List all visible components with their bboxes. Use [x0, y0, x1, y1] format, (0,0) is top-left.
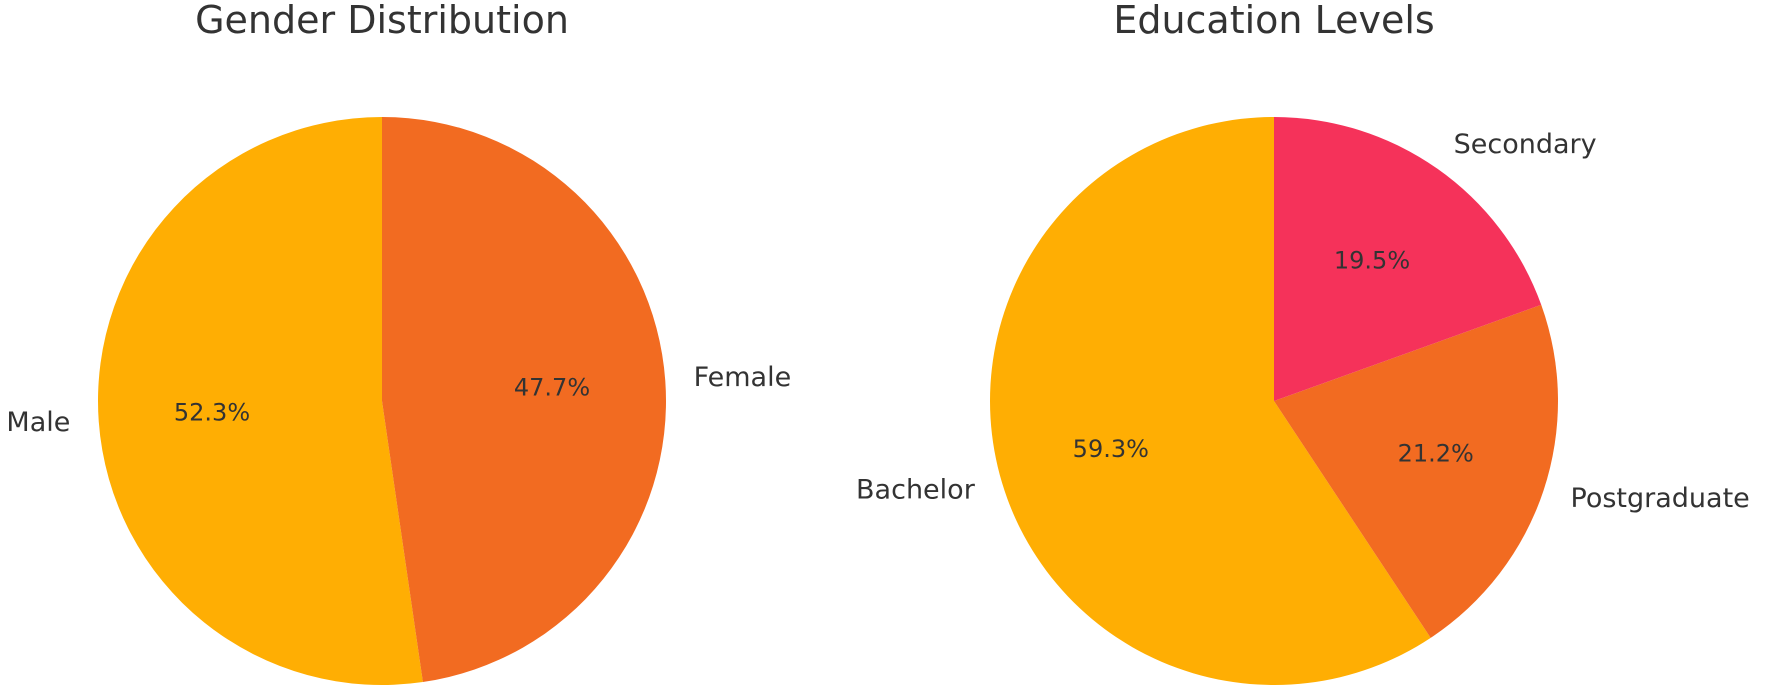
education-pct-label-secondary: 19.5%: [1334, 247, 1410, 275]
education-slice-postgraduate: [1274, 304, 1559, 638]
education-slice-secondary: [1274, 117, 1542, 401]
gender-pct-label-male: 52.3%: [174, 398, 250, 426]
gender-slices: [98, 117, 667, 686]
education-labels: 59.3% Bachelor 21.2% Postgraduate 19.5% Secon…: [856, 129, 1750, 514]
education-slice-label-postgraduate: Postgraduate: [1571, 483, 1750, 514]
education-slice-bachelor: [990, 117, 1431, 686]
education-pct-label-postgraduate: 21.2%: [1398, 440, 1474, 468]
education-slice-label-secondary: Secondary: [1454, 129, 1597, 160]
gender-slice-label-male: Male: [6, 407, 70, 438]
gender-pct-label-female: 47.7%: [514, 374, 590, 402]
education-pct-label-bachelor: 59.3%: [1073, 435, 1149, 463]
gender-pie-chart: Gender Distribution 52.3% Male 47.7% Female: [6, 0, 791, 686]
education-pie-chart: Education Levels 59.3% Bachelor 21.2% Postg…: [856, 0, 1750, 686]
gender-chart-title: Gender Distribution: [195, 0, 569, 42]
education-slices: [990, 117, 1559, 686]
education-slice-label-bachelor: Bachelor: [856, 475, 976, 506]
education-chart-title: Education Levels: [1113, 0, 1434, 42]
gender-slice-female: [382, 117, 667, 683]
gender-slice-male: [98, 117, 423, 686]
gender-slice-label-female: Female: [694, 362, 792, 393]
gender-labels: 52.3% Male 47.7% Female: [6, 362, 791, 438]
